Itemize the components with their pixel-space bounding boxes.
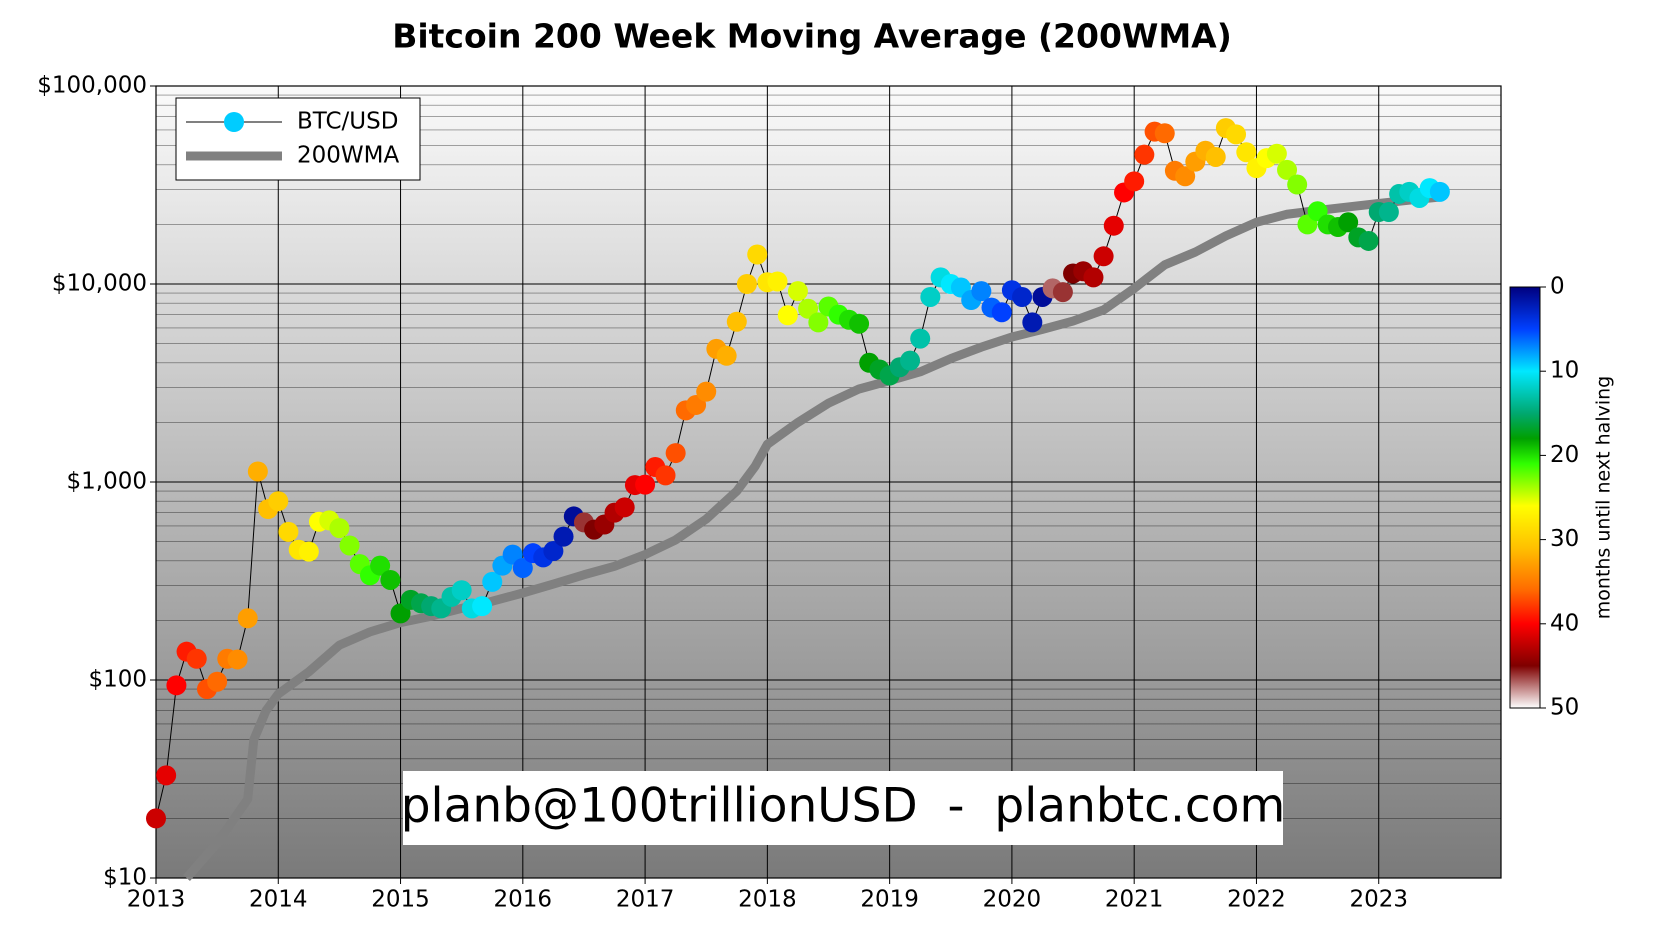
colorbar-tick-label: 30 [1550,526,1579,552]
price-point [777,305,798,326]
price-point [553,526,574,547]
legend-box [175,97,421,181]
price-point [512,557,533,578]
price-point [156,765,177,786]
price-point [910,328,931,349]
chart-title: Bitcoin 200 Week Moving Average (200WMA) [392,17,1232,56]
legend: BTC/USD 200WMA [175,97,421,181]
price-point [736,274,757,294]
price-point [798,298,819,319]
price-point [268,491,289,512]
price-point [1429,181,1450,202]
colorbar-tick-label: 20 [1550,442,1579,468]
price-point [696,381,717,402]
price-point [1022,312,1043,333]
x-tick-label: 2021 [1105,887,1164,913]
price-point [787,281,808,302]
price-point [747,244,768,265]
price-point [1154,123,1175,144]
price-point [451,580,472,601]
price-point [1093,246,1114,267]
x-tick-label: 2017 [616,887,675,913]
x-tick-label: 2014 [249,887,308,913]
price-point [1277,159,1298,180]
price-point [900,350,921,371]
price-point [1052,282,1073,303]
x-tick-label: 2019 [860,887,919,913]
price-point [920,286,941,307]
price-point [1175,166,1196,187]
price-point [247,461,268,482]
price-point [186,648,207,669]
price-point [1134,144,1155,165]
price-point [298,541,319,562]
price-point [971,281,992,302]
y-tick-label: $10,000 [52,271,147,297]
price-point [1205,146,1226,167]
price-point [767,271,788,292]
price-point [207,671,228,692]
price-point [1012,286,1033,307]
price-point [329,518,350,539]
x-tick-label: 2020 [983,887,1042,913]
price-point [482,571,503,592]
x-tick-label: 2013 [127,887,186,913]
price-point [1083,267,1104,288]
y-tick-label: $100,000 [37,73,147,99]
price-point [1103,215,1124,236]
wma-line [183,192,1441,881]
price-point [726,311,747,332]
x-tick-label: 2018 [738,887,797,913]
colorbar-tick-label: 10 [1550,358,1579,384]
price-point [339,535,360,556]
price-point [991,302,1012,323]
price-point [1236,142,1257,163]
price-point [543,541,564,562]
y-tick-label: $10 [103,865,147,891]
x-tick-label: 2015 [371,887,430,913]
price-point [1226,124,1247,145]
price-point [665,443,686,464]
legend-label: 200WMA [297,143,399,169]
colorbar-label: months until next halving [1593,376,1615,619]
colorbar [1509,286,1541,709]
x-tick-label: 2023 [1349,887,1408,913]
colorbar-tick-label: 0 [1550,274,1565,300]
watermark-box [403,771,1283,845]
price-point [370,555,391,576]
price-point [614,497,635,518]
price-point [278,521,299,542]
price-point [472,596,493,617]
price-point [380,569,401,590]
price-point [146,808,166,829]
price-point [237,608,258,629]
y-tick-label: $100 [88,667,147,693]
price-point [166,675,187,696]
price-point [1378,202,1399,223]
price-point [635,474,656,495]
x-tick-label: 2016 [494,887,553,913]
colorbar-tick-label: 40 [1550,610,1579,636]
price-point [1266,143,1287,164]
watermark: planb@100trillionUSD - planbtc.com [401,779,1286,834]
price-point [1358,230,1379,251]
price-point [1338,212,1359,233]
price-point [1287,174,1308,195]
price-point [1124,171,1145,192]
x-tick-label: 2022 [1227,887,1286,913]
legend-marker [224,112,244,132]
price-point [849,313,870,334]
y-tick-label: $1,000 [67,469,147,495]
price-point [808,312,829,333]
price-point [655,465,676,486]
price-point [716,345,737,366]
legend-label: BTC/USD [297,109,398,135]
price-point [227,649,248,670]
colorbar-tick-label: 50 [1550,695,1579,721]
